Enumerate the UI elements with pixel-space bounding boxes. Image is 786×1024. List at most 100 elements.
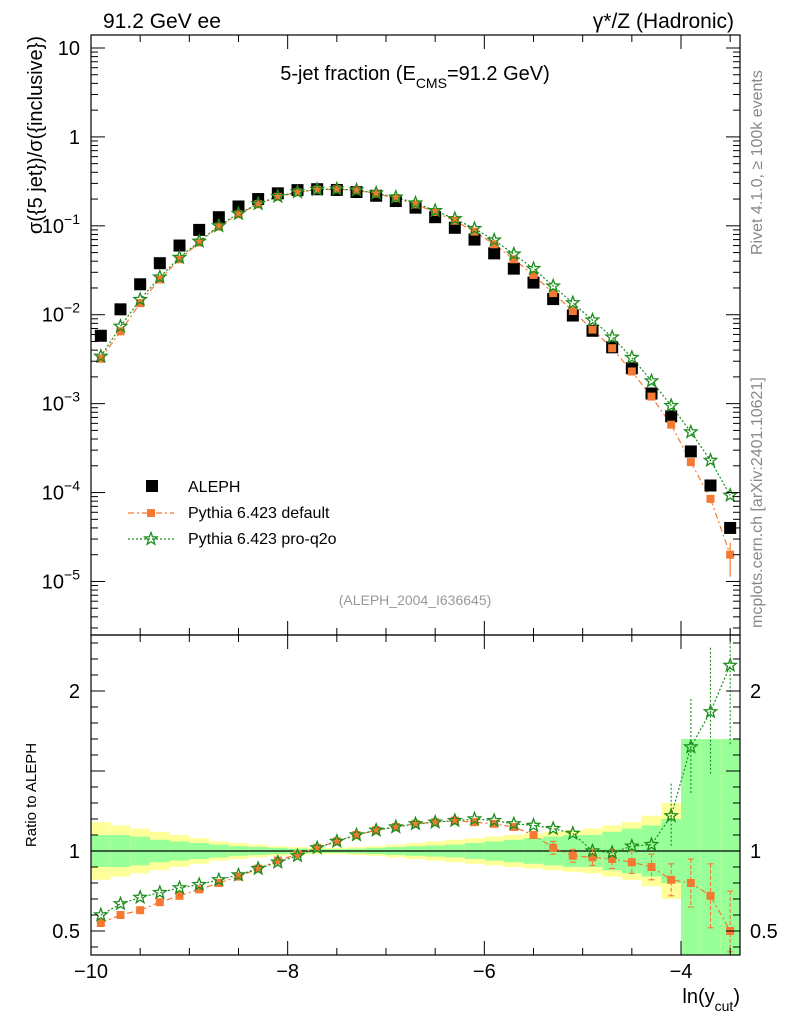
main-point-pythia-proq2o — [604, 328, 621, 344]
ratio-point-pythia-proq2o — [368, 821, 385, 837]
main-point-pythia-proq2o — [348, 181, 365, 197]
main-point-pythia-proq2o — [309, 181, 326, 197]
main-point-aleph — [684, 445, 697, 458]
legend-label-pythia-default: Pythia 6.423 default — [188, 505, 330, 522]
main-point-pythia-proq2o — [112, 317, 129, 334]
ratio-point-pythia-default — [293, 850, 302, 859]
ratio-point-pythia-proq2o — [486, 812, 503, 828]
main-series-line-2 — [100, 188, 731, 496]
main-point-pythia-proq2o — [466, 220, 483, 236]
main-point-pythia-default — [293, 188, 302, 197]
ratio-point-pythia-proq2o — [584, 842, 601, 858]
main-point-aleph — [448, 221, 461, 234]
ratio-point-pythia-default — [568, 851, 577, 860]
main-point-pythia-default — [332, 185, 341, 194]
main-point-pythia-proq2o — [486, 231, 503, 247]
ratio-point-pythia-proq2o — [525, 817, 542, 833]
ratio-point-pythia-proq2o — [92, 906, 109, 922]
main-point-pythia-default — [431, 208, 440, 217]
ratio-point-pythia-default — [627, 858, 636, 867]
main-point-pythia-proq2o — [545, 277, 562, 293]
main-point-aleph — [193, 223, 206, 236]
ratio-point-pythia-proq2o — [722, 657, 739, 673]
ratio-point-pythia-default — [195, 885, 204, 894]
main-point-pythia-default — [273, 192, 282, 201]
main-point-pythia-proq2o — [171, 249, 188, 265]
main-point-pythia-proq2o — [564, 294, 581, 310]
ratio-point-pythia-proq2o — [643, 836, 660, 852]
main-point-pythia-proq2o — [722, 487, 739, 503]
ratio-band-inner — [681, 739, 701, 955]
ratio-point-pythia-default — [529, 831, 538, 839]
legend-label-aleph: ALEPH — [188, 479, 240, 496]
main-point-pythia-default — [175, 255, 184, 264]
ratio-plot-frame — [90, 634, 741, 956]
ratio-point-pythia-default — [391, 823, 400, 831]
ratio-point-pythia-default — [313, 843, 322, 852]
header-left: 91.2 GeV ee — [103, 10, 221, 33]
main-y-tick-label: 10−4 — [42, 478, 80, 505]
legend: ALEPH Pythia 6.423 default Pythia 6.423 … — [128, 479, 337, 548]
main-point-pythia-default — [549, 289, 558, 298]
ratio-point-pythia-proq2o — [289, 847, 306, 863]
main-point-pythia-proq2o — [407, 194, 424, 210]
main-y-axis-label: σ({5 jet})/σ({inclusive}) — [25, 36, 47, 234]
main-point-aleph — [114, 303, 127, 316]
main-point-pythia-default — [490, 240, 499, 249]
main-point-pythia-proq2o — [151, 268, 168, 284]
x-tick-label: −6 — [473, 961, 496, 983]
main-point-pythia-proq2o — [210, 217, 227, 233]
main-point-pythia-proq2o — [269, 188, 286, 204]
ratio-point-pythia-proq2o — [309, 839, 326, 855]
main-point-pythia-proq2o — [505, 245, 522, 261]
main-point-pythia-default — [214, 222, 223, 231]
ratio-point-pythia-proq2o — [132, 889, 149, 905]
ratio-y-tick-label-left: 1 — [69, 841, 80, 863]
ratio-y-tick-label-left: 2 — [69, 681, 80, 703]
main-point-pythia-default — [234, 210, 243, 219]
ratio-point-pythia-proq2o — [112, 895, 129, 911]
main-point-pythia-default — [254, 200, 263, 209]
main-point-pythia-default — [509, 255, 518, 264]
main-y-tick-label: 10−1 — [42, 211, 80, 238]
ratio-point-pythia-proq2o — [545, 820, 562, 836]
main-point-pythia-default — [686, 458, 695, 467]
ratio-point-pythia-proq2o — [328, 833, 345, 849]
main-point-pythia-proq2o — [92, 348, 109, 364]
main-point-pythia-proq2o — [702, 452, 719, 468]
main-point-pythia-proq2o — [525, 260, 542, 276]
ratio-series-line-0 — [100, 819, 731, 932]
ratio-point-pythia-default — [706, 891, 715, 900]
main-y-tick-label: 10 — [58, 38, 80, 60]
main-point-pythia-proq2o — [230, 205, 247, 221]
x-tick-label: −8 — [276, 961, 299, 983]
ratio-point-pythia-proq2o — [702, 703, 719, 719]
main-point-pythia-default — [411, 200, 420, 209]
main-point-pythia-proq2o — [663, 397, 680, 413]
side-label-bottom: mcplots.cern.ch [arXiv:2401.10621] — [749, 377, 766, 628]
main-point-aleph — [527, 276, 540, 289]
ratio-point-pythia-default — [431, 818, 440, 827]
main-point-pythia-default — [627, 367, 636, 376]
main-point-pythia-default — [352, 186, 361, 195]
main-point-pythia-default — [136, 299, 145, 308]
ratio-y-tick-label-right: 0.5 — [750, 921, 778, 943]
ratio-point-pythia-default — [116, 911, 125, 919]
main-title: 5-jet fraction (ECMS=91.2 GeV) — [280, 63, 550, 91]
ratio-y-tick-label-left: 0.5 — [52, 921, 80, 943]
watermark-analysis-id: (ALEPH_2004_I636645) — [339, 592, 492, 608]
ratio-point-pythia-default — [136, 906, 145, 915]
main-point-pythia-default — [706, 494, 715, 503]
legend-marker-pythia-default — [147, 509, 155, 517]
main-point-pythia-default — [313, 185, 322, 194]
ratio-point-pythia-default — [155, 898, 164, 907]
main-point-pythia-proq2o — [289, 183, 306, 199]
x-tick-label: −4 — [670, 961, 693, 983]
main-point-pythia-default — [647, 392, 656, 401]
main-point-pythia-default — [195, 238, 204, 247]
main-point-pythia-default — [116, 327, 125, 336]
main-point-pythia-default — [588, 325, 597, 334]
main-y-tick-label: 10−3 — [42, 389, 80, 416]
ratio-point-pythia-proq2o — [151, 884, 168, 900]
